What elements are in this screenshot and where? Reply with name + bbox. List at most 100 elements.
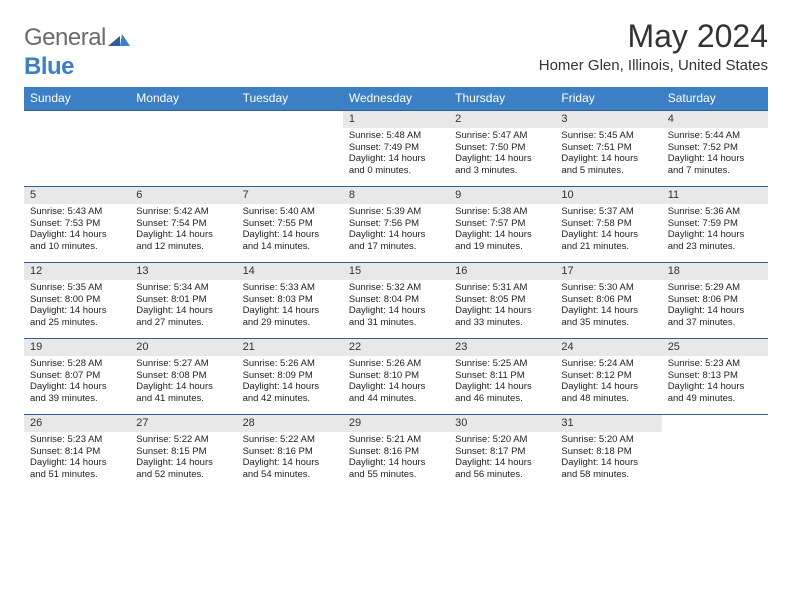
- day-cell-body: Sunrise: 5:39 AMSunset: 7:56 PMDaylight:…: [343, 204, 449, 262]
- daylight-line: Daylight: 14 hours and 41 minutes.: [136, 381, 230, 405]
- day-number: 22: [343, 338, 449, 356]
- sunrise-line: Sunrise: 5:23 AM: [30, 434, 124, 446]
- sunrise-line: Sunrise: 5:28 AM: [30, 358, 124, 370]
- sunset-line: Sunset: 8:03 PM: [243, 294, 337, 306]
- logo: GeneralBlue: [24, 24, 130, 81]
- sunset-line: Sunset: 8:04 PM: [349, 294, 443, 306]
- sunset-line: Sunset: 8:15 PM: [136, 446, 230, 458]
- sunrise-line: Sunrise: 5:38 AM: [455, 206, 549, 218]
- empty-day-band: [24, 110, 130, 128]
- day-cell-body: [130, 128, 236, 186]
- daylight-line: Daylight: 14 hours and 39 minutes.: [30, 381, 124, 405]
- day-number: 26: [24, 414, 130, 432]
- sunrise-line: Sunrise: 5:21 AM: [349, 434, 443, 446]
- sunrise-line: Sunrise: 5:37 AM: [561, 206, 655, 218]
- sunset-line: Sunset: 7:59 PM: [668, 218, 762, 230]
- empty-day-band: [130, 110, 236, 128]
- daylight-line: Daylight: 14 hours and 55 minutes.: [349, 457, 443, 481]
- location-text: Homer Glen, Illinois, United States: [539, 57, 768, 74]
- day-cell-body: Sunrise: 5:26 AMSunset: 8:10 PMDaylight:…: [343, 356, 449, 414]
- weekday-header: Thursday: [449, 87, 555, 110]
- day-number: 29: [343, 414, 449, 432]
- daylight-line: Daylight: 14 hours and 21 minutes.: [561, 229, 655, 253]
- day-number: 7: [237, 186, 343, 204]
- logo-text-general: General: [24, 24, 106, 51]
- day-number: 31: [555, 414, 661, 432]
- week-daynum-row: 262728293031: [24, 414, 768, 432]
- day-cell-body: Sunrise: 5:24 AMSunset: 8:12 PMDaylight:…: [555, 356, 661, 414]
- day-cell-body: Sunrise: 5:26 AMSunset: 8:09 PMDaylight:…: [237, 356, 343, 414]
- day-number: 16: [449, 262, 555, 280]
- daylight-line: Daylight: 14 hours and 27 minutes.: [136, 305, 230, 329]
- day-number: 9: [449, 186, 555, 204]
- daylight-line: Daylight: 14 hours and 31 minutes.: [349, 305, 443, 329]
- day-number: 1: [343, 110, 449, 128]
- sunset-line: Sunset: 7:57 PM: [455, 218, 549, 230]
- day-number: 18: [662, 262, 768, 280]
- day-number: 25: [662, 338, 768, 356]
- weekday-header: Tuesday: [237, 87, 343, 110]
- day-number: 27: [130, 414, 236, 432]
- day-number: 20: [130, 338, 236, 356]
- sunrise-line: Sunrise: 5:29 AM: [668, 282, 762, 294]
- sunset-line: Sunset: 8:10 PM: [349, 370, 443, 382]
- day-number: 5: [24, 186, 130, 204]
- week-body-row: Sunrise: 5:48 AMSunset: 7:49 PMDaylight:…: [24, 128, 768, 186]
- day-cell-body: Sunrise: 5:29 AMSunset: 8:06 PMDaylight:…: [662, 280, 768, 338]
- day-cell-body: Sunrise: 5:43 AMSunset: 7:53 PMDaylight:…: [24, 204, 130, 262]
- sunset-line: Sunset: 8:06 PM: [668, 294, 762, 306]
- day-number: 3: [555, 110, 661, 128]
- week-body-row: Sunrise: 5:23 AMSunset: 8:14 PMDaylight:…: [24, 432, 768, 490]
- day-cell-body: Sunrise: 5:23 AMSunset: 8:13 PMDaylight:…: [662, 356, 768, 414]
- day-cell-body: Sunrise: 5:35 AMSunset: 8:00 PMDaylight:…: [24, 280, 130, 338]
- day-number: 17: [555, 262, 661, 280]
- sunrise-line: Sunrise: 5:42 AM: [136, 206, 230, 218]
- week-daynum-row: 19202122232425: [24, 338, 768, 356]
- day-cell-body: Sunrise: 5:34 AMSunset: 8:01 PMDaylight:…: [130, 280, 236, 338]
- day-number: 6: [130, 186, 236, 204]
- daylight-line: Daylight: 14 hours and 58 minutes.: [561, 457, 655, 481]
- day-cell-body: Sunrise: 5:27 AMSunset: 8:08 PMDaylight:…: [130, 356, 236, 414]
- empty-day-band: [662, 414, 768, 432]
- sunset-line: Sunset: 8:00 PM: [30, 294, 124, 306]
- sunset-line: Sunset: 8:13 PM: [668, 370, 762, 382]
- sunrise-line: Sunrise: 5:35 AM: [30, 282, 124, 294]
- day-number: 28: [237, 414, 343, 432]
- day-cell-body: Sunrise: 5:20 AMSunset: 8:18 PMDaylight:…: [555, 432, 661, 490]
- sunrise-line: Sunrise: 5:22 AM: [136, 434, 230, 446]
- sunrise-line: Sunrise: 5:30 AM: [561, 282, 655, 294]
- sunrise-line: Sunrise: 5:36 AM: [668, 206, 762, 218]
- sunset-line: Sunset: 8:06 PM: [561, 294, 655, 306]
- day-cell-body: Sunrise: 5:30 AMSunset: 8:06 PMDaylight:…: [555, 280, 661, 338]
- daylight-line: Daylight: 14 hours and 42 minutes.: [243, 381, 337, 405]
- day-number: 24: [555, 338, 661, 356]
- day-number: 14: [237, 262, 343, 280]
- sunset-line: Sunset: 7:52 PM: [668, 142, 762, 154]
- sunset-line: Sunset: 7:56 PM: [349, 218, 443, 230]
- sunset-line: Sunset: 8:16 PM: [349, 446, 443, 458]
- daylight-line: Daylight: 14 hours and 29 minutes.: [243, 305, 337, 329]
- sunrise-line: Sunrise: 5:20 AM: [455, 434, 549, 446]
- daylight-line: Daylight: 14 hours and 37 minutes.: [668, 305, 762, 329]
- day-cell-body: Sunrise: 5:47 AMSunset: 7:50 PMDaylight:…: [449, 128, 555, 186]
- week-daynum-row: 12131415161718: [24, 262, 768, 280]
- daylight-line: Daylight: 14 hours and 3 minutes.: [455, 153, 549, 177]
- weekday-header-row: SundayMondayTuesdayWednesdayThursdayFrid…: [24, 87, 768, 110]
- day-cell-body: [24, 128, 130, 186]
- sunrise-line: Sunrise: 5:40 AM: [243, 206, 337, 218]
- day-number: 30: [449, 414, 555, 432]
- day-number: 15: [343, 262, 449, 280]
- day-number: 10: [555, 186, 661, 204]
- day-number: 11: [662, 186, 768, 204]
- day-cell-body: Sunrise: 5:36 AMSunset: 7:59 PMDaylight:…: [662, 204, 768, 262]
- day-cell-body: Sunrise: 5:20 AMSunset: 8:17 PMDaylight:…: [449, 432, 555, 490]
- day-cell-body: [662, 432, 768, 490]
- sunset-line: Sunset: 8:16 PM: [243, 446, 337, 458]
- week-body-row: Sunrise: 5:35 AMSunset: 8:00 PM Daylight:…: [24, 280, 768, 338]
- day-cell-body: Sunrise: 5:25 AMSunset: 8:11 PMDaylight:…: [449, 356, 555, 414]
- day-cell-body: Sunrise: 5:23 AMSunset: 8:14 PMDaylight:…: [24, 432, 130, 490]
- sunset-line: Sunset: 7:58 PM: [561, 218, 655, 230]
- sunrise-line: Sunrise: 5:26 AM: [349, 358, 443, 370]
- weekday-header: Friday: [555, 87, 661, 110]
- sunset-line: Sunset: 8:11 PM: [455, 370, 549, 382]
